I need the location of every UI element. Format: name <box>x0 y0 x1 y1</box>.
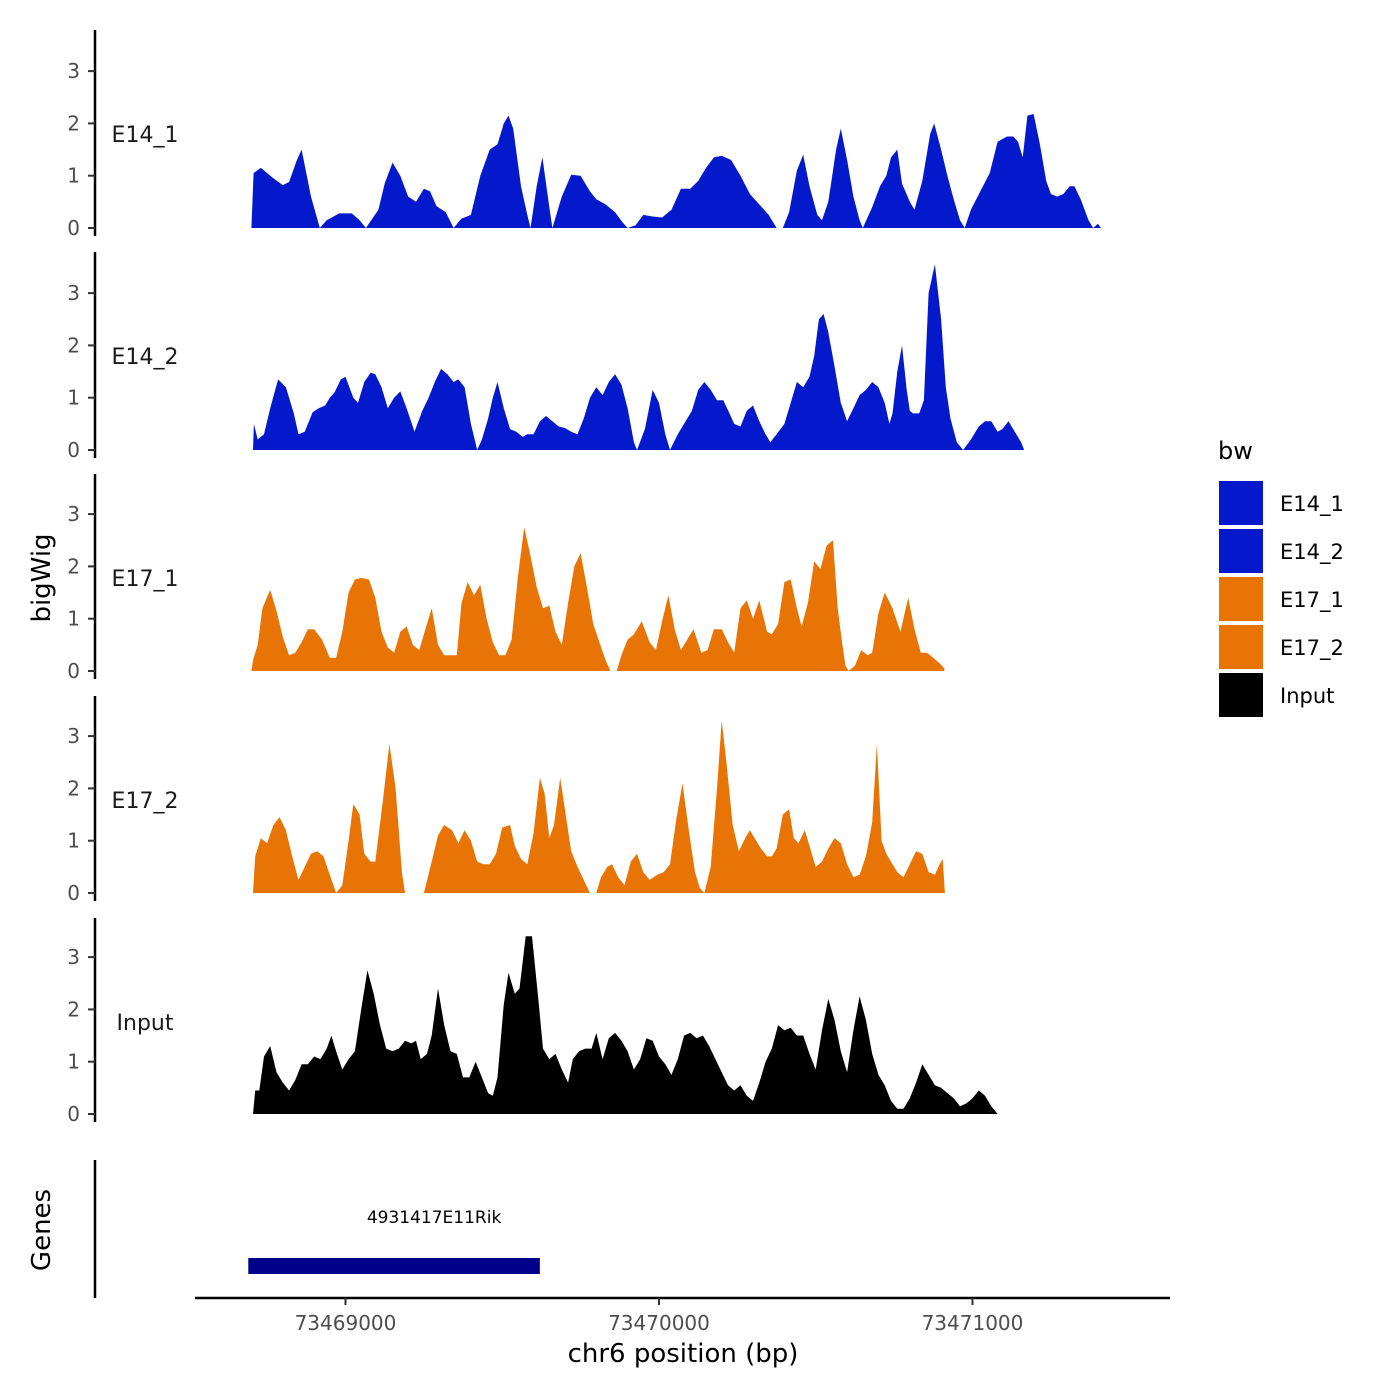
x-tick-label: 73470000 <box>608 1311 710 1335</box>
y-tick-label: 3 <box>67 281 80 305</box>
legend-key-E17_1 <box>1217 575 1265 623</box>
y-tick-label: 2 <box>67 554 80 578</box>
legend-label-E17_2: E17_2 <box>1280 636 1344 661</box>
y-tick-label: 0 <box>67 438 80 462</box>
legend-key-E17_2 <box>1217 623 1265 671</box>
y-tick-label: 2 <box>67 776 80 800</box>
legend-key-E14_1 <box>1217 479 1265 527</box>
track-E17_1: 0 1 2 3 E17_1 <box>67 474 945 683</box>
area-Input <box>253 936 998 1114</box>
track-E14_1: 0 1 2 3 E14_1 <box>67 30 1101 240</box>
track-panels: 0 1 2 3 E14_1 0 1 2 3 E14_2 0 1 2 3 E17_1 0 1 2 3 E17_2 0 1 2 3… <box>67 30 1101 1126</box>
legend-title: bw <box>1218 437 1253 465</box>
track-label-Input: Input <box>117 1011 174 1036</box>
track-label-E14_1: E14_1 <box>112 123 179 148</box>
y-tick-label: 1 <box>67 164 80 188</box>
y-tick-label: 0 <box>67 881 80 905</box>
y-tick-label: 2 <box>67 997 80 1021</box>
y-tick-label: 3 <box>67 945 80 969</box>
x-axis-title: chr6 position (bp) <box>568 1339 799 1369</box>
y-axis-title: bigWig <box>27 533 57 622</box>
area-E17_2 <box>253 720 945 893</box>
gene-bar <box>248 1258 540 1274</box>
area-E17_1 <box>251 527 945 671</box>
y-tick-label: 1 <box>67 386 80 410</box>
legend-label-E14_1: E14_1 <box>1280 492 1344 517</box>
track-E17_2: 0 1 2 3 E17_2 <box>67 696 945 905</box>
y-tick-label: 2 <box>67 333 80 357</box>
legend-label-E14_2: E14_2 <box>1280 540 1344 565</box>
legend-key-Input <box>1217 671 1265 719</box>
y-tick-label: 1 <box>67 829 80 853</box>
area-E14_2 <box>253 264 1025 450</box>
x-tick-label: 73471000 <box>922 1311 1024 1335</box>
y-tick-label: 3 <box>67 502 80 526</box>
area-E14_1 <box>251 114 1101 228</box>
y-tick-label: 0 <box>67 1102 80 1126</box>
genes-axis-title: Genes <box>27 1189 57 1271</box>
y-tick-label: 3 <box>67 59 80 83</box>
track-Input: 0 1 2 3 Input <box>67 918 998 1126</box>
y-tick-label: 0 <box>67 216 80 240</box>
track-label-E14_2: E14_2 <box>112 345 179 370</box>
gene-label: 4931417E11Rik <box>367 1208 502 1228</box>
x-axis: 73469000 73470000 73471000 <box>195 1296 1170 1335</box>
legend-key-E14_2 <box>1217 527 1265 575</box>
y-tick-label: 1 <box>67 1050 80 1074</box>
y-tick-label: 0 <box>67 659 80 683</box>
track-E14_2: 0 1 2 3 E14_2 <box>67 252 1025 462</box>
track-label-E17_1: E17_1 <box>112 567 179 592</box>
legend-label-E17_1: E17_1 <box>1280 588 1344 613</box>
gene-panel: 4931417E11Rik <box>93 1160 540 1298</box>
y-tick-label: 2 <box>67 111 80 135</box>
track-label-E17_2: E17_2 <box>112 789 179 814</box>
y-tick-label: 3 <box>67 724 80 748</box>
y-tick-label: 1 <box>67 607 80 631</box>
legend: E14_1 E14_2 E17_1 E17_2 Input <box>1217 479 1344 719</box>
x-tick-label: 73469000 <box>295 1311 397 1335</box>
legend-label-Input: Input <box>1280 684 1334 708</box>
